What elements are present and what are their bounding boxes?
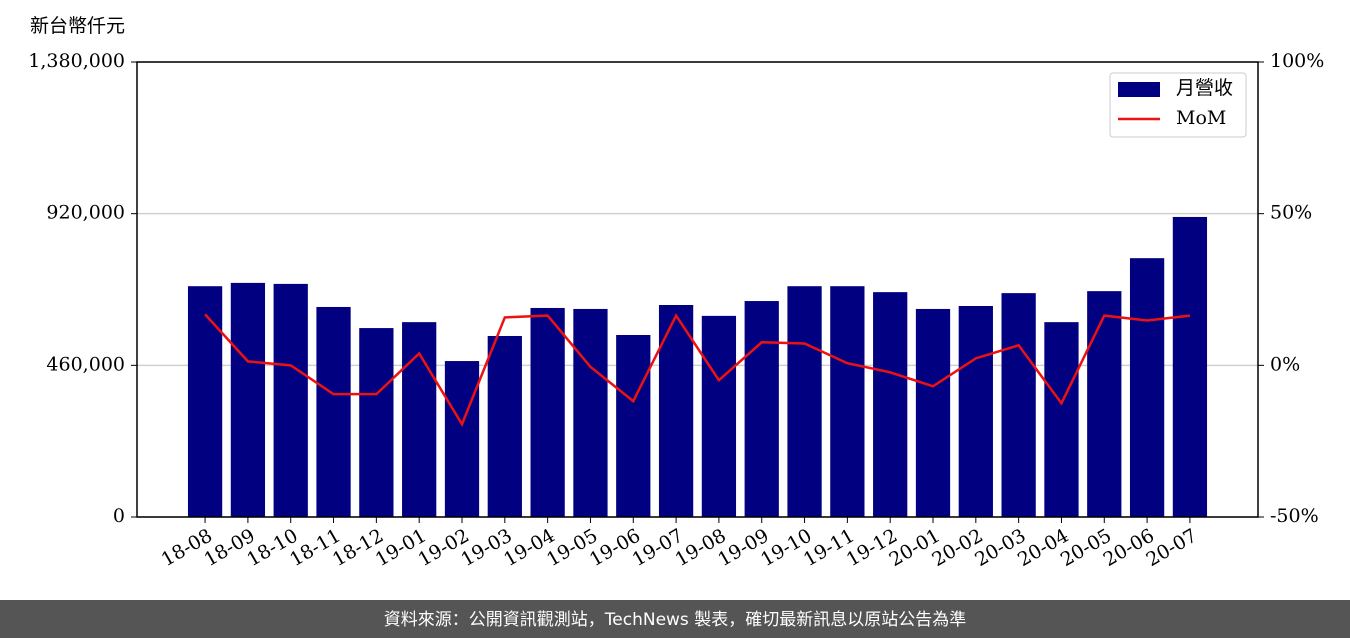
y-tick-label: 460,000 xyxy=(46,353,125,375)
y-tick-label: 1,380,000 xyxy=(28,50,125,72)
bar xyxy=(958,305,993,517)
bar xyxy=(273,283,308,517)
bar xyxy=(487,335,522,517)
bar xyxy=(787,286,822,517)
bar xyxy=(1172,216,1208,517)
bar xyxy=(359,328,394,517)
bar xyxy=(1001,293,1036,517)
y-tick-label: 0 xyxy=(113,505,125,527)
bar xyxy=(830,286,865,517)
bar xyxy=(701,315,737,517)
footer-text: 資料來源：公開資訊觀測站，TechNews 製表，確切最新訊息以原站公告為準 xyxy=(384,610,966,630)
legend-swatch xyxy=(1118,82,1160,97)
plot-frame xyxy=(136,61,1259,518)
bar xyxy=(187,286,223,517)
bar xyxy=(915,308,951,517)
bar xyxy=(744,301,779,517)
bar xyxy=(1087,291,1122,517)
line xyxy=(204,313,1191,427)
y2-tick-label: -50% xyxy=(1270,505,1319,527)
bar xyxy=(873,292,908,517)
y-axis-label: 新台幣仟元 xyxy=(30,15,125,37)
bar xyxy=(230,282,266,517)
bar xyxy=(1044,322,1079,517)
y2-tick-label: 0% xyxy=(1270,353,1300,375)
bar xyxy=(616,335,651,517)
x-tick-label: 20-07 xyxy=(1142,525,1200,571)
footer-bar xyxy=(0,600,1350,638)
bar xyxy=(573,308,608,517)
bar xyxy=(316,306,351,517)
bar xyxy=(530,307,565,517)
y-tick-label: 920,000 xyxy=(46,202,125,224)
y2-tick-label: 100% xyxy=(1270,50,1324,72)
legend-label: MoM xyxy=(1176,107,1226,129)
bar xyxy=(402,322,437,517)
bar xyxy=(1129,258,1165,517)
y2-tick-label: 50% xyxy=(1270,202,1312,224)
bar xyxy=(444,361,480,517)
legend-label: 月營收 xyxy=(1176,77,1233,99)
